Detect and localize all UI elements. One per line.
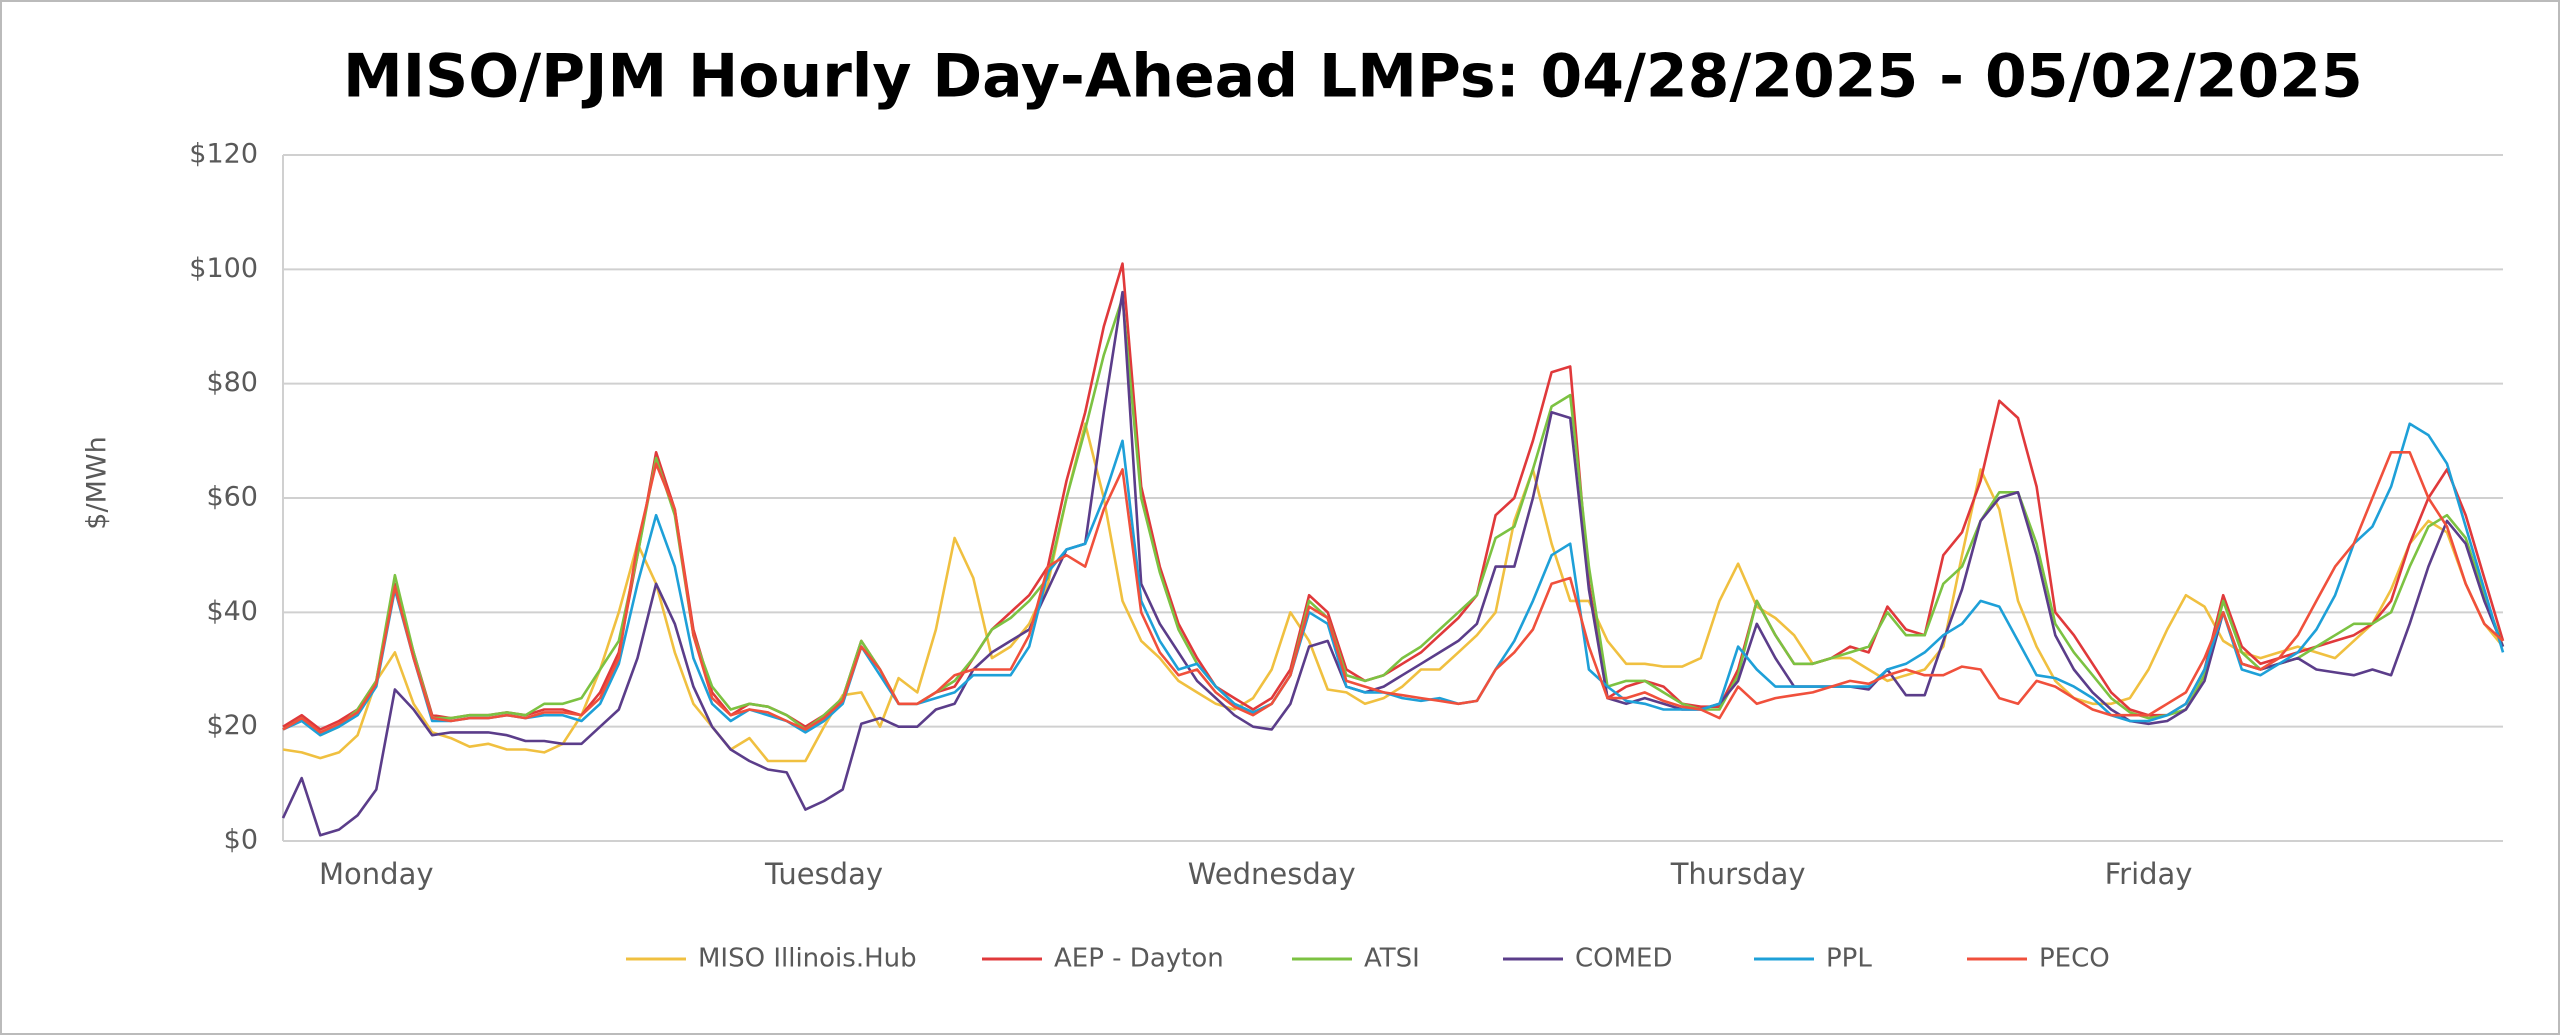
legend-label: PECO [2039,944,2110,974]
series-line [282,451,2504,734]
y-tick-label: $40 [206,596,258,627]
y-tick-label: $0 [224,825,258,856]
x-tick-label: Thursday [1670,857,1806,891]
y-axis-label: $/MWh [82,436,113,529]
legend-label: ATSI [1364,944,1420,974]
y-tick-label: $60 [206,482,258,513]
y-tick-label: $100 [189,253,258,284]
x-tick-label: Tuesday [764,857,883,891]
legend-label: COMED [1575,944,1673,974]
series-line [282,422,2505,737]
series-line [282,422,2505,763]
x-tick-label: Monday [319,857,434,891]
legend-label: AEP - Dayton [1054,944,1224,974]
legend-label: PPL [1826,944,1872,974]
y-tick-label: $20 [206,710,258,741]
y-tick-label: $120 [189,139,258,170]
x-tick-label: Wednesday [1188,857,1356,891]
x-tick-label: Friday [2105,857,2193,891]
legend-label: MISO Illinois.Hub [698,944,917,974]
y-tick-label: $80 [206,367,258,398]
chart-title: MISO/PJM Hourly Day-Ahead LMPs: 04/28/20… [343,42,2363,112]
